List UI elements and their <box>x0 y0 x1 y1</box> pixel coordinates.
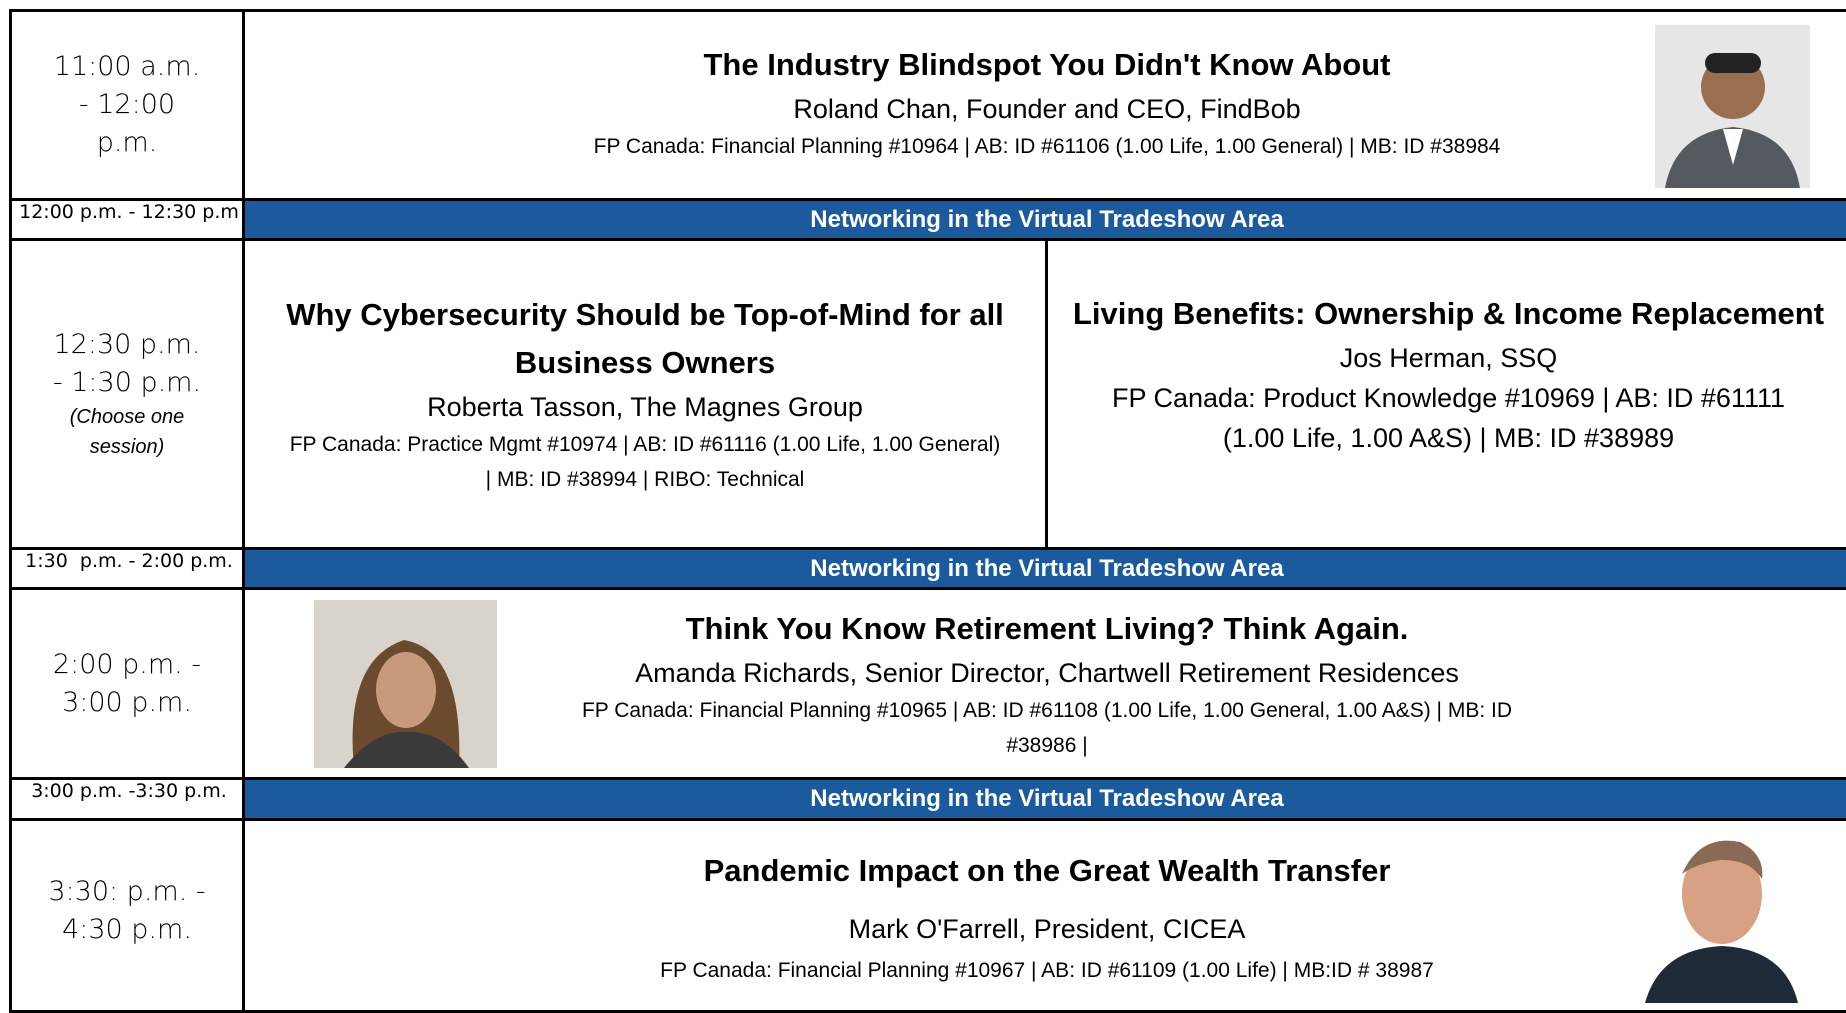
time-cell: 1:30 p.m. - 2:00 p.m. <box>9 547 245 590</box>
time: 3:30: p.m. - 4:30 p.m. <box>16 873 238 949</box>
time-cell: 12:00 p.m. - 12:30 p.m <box>9 198 245 241</box>
time: 2:00 p.m. - 3:00 p.m. <box>52 646 202 722</box>
speaker-photo <box>314 600 497 768</box>
session-cell: Pandemic Impact on the Great Wealth Tran… <box>242 818 1846 1013</box>
speaker: Mark O'Farrell, President, CICEA <box>849 909 1246 949</box>
time-cell: 3:30: p.m. - 4:30 p.m. <box>9 818 245 1013</box>
speaker-photo <box>1655 25 1810 188</box>
time-cell: 2:00 p.m. - 3:00 p.m. <box>9 587 245 780</box>
credits: FP Canada: Practice Mgmt #10974 | AB: ID… <box>285 427 1005 497</box>
session-title: Think You Know Retirement Living? Think … <box>686 605 1409 653</box>
time: 3:00 p.m. -3:30 p.m. <box>31 780 227 802</box>
credits: FP Canada: Financial Planning #10965 | A… <box>545 693 1549 763</box>
speaker: Roberta Tasson, The Magnes Group <box>427 387 863 427</box>
band-text: Networking in the Virtual Tradeshow Area <box>810 785 1283 813</box>
session-title: Why Cybersecurity Should be Top-of-Mind … <box>285 291 1005 387</box>
session-title: Living Benefits: Ownership & Income Repl… <box>1073 290 1824 338</box>
time-cell: 11:00 a.m. - 12:00 p.m. <box>9 9 245 201</box>
time: 1:30 p.m. - 2:00 p.m. <box>25 550 233 572</box>
band-text: Networking in the Virtual Tradeshow Area <box>810 206 1283 234</box>
schedule: 11:00 a.m. - 12:00 p.m. The Industry Bli… <box>0 0 1846 1003</box>
session-title: The Industry Blindspot You Didn't Know A… <box>704 41 1391 89</box>
credits: FP Canada: Product Knowledge #10969 | AB… <box>1098 378 1799 458</box>
page: Session Schedule {"schedule": { "rows": … <box>0 0 1846 1003</box>
speaker: Roland Chan, Founder and CEO, FindBob <box>793 89 1300 129</box>
session-title: Pandemic Impact on the Great Wealth Tran… <box>704 847 1391 895</box>
speaker: Amanda Richards, Senior Director, Chartw… <box>635 653 1459 693</box>
networking-band: Networking in the Virtual Tradeshow Area <box>242 547 1846 590</box>
speaker-photo <box>1640 824 1802 1003</box>
credits: FP Canada: Financial Planning #10964 | A… <box>594 129 1501 164</box>
speaker: Jos Herman, SSQ <box>1340 338 1558 378</box>
networking-band: Networking in the Virtual Tradeshow Area <box>242 777 1846 821</box>
time: 12:00 p.m. - 12:30 p.m <box>19 201 239 223</box>
time-cell: 3:00 p.m. -3:30 p.m. <box>9 777 245 821</box>
session-cell: Why Cybersecurity Should be Top-of-Mind … <box>242 238 1048 550</box>
networking-band: Networking in the Virtual Tradeshow Area <box>242 198 1846 241</box>
band-text: Networking in the Virtual Tradeshow Area <box>810 555 1283 583</box>
time-cell: 12:30 p.m. - 1:30 p.m. (Choose one sessi… <box>9 238 245 550</box>
session-cell: Living Benefits: Ownership & Income Repl… <box>1045 238 1846 550</box>
credits: FP Canada: Financial Planning #10967 | A… <box>660 953 1434 988</box>
time: 12:30 p.m. - 1:30 p.m. <box>52 326 202 402</box>
note: (Choose one session) <box>52 402 202 462</box>
session-cell: The Industry Blindspot You Didn't Know A… <box>242 9 1846 201</box>
time: 11:00 a.m. - 12:00 p.m. <box>52 48 202 162</box>
